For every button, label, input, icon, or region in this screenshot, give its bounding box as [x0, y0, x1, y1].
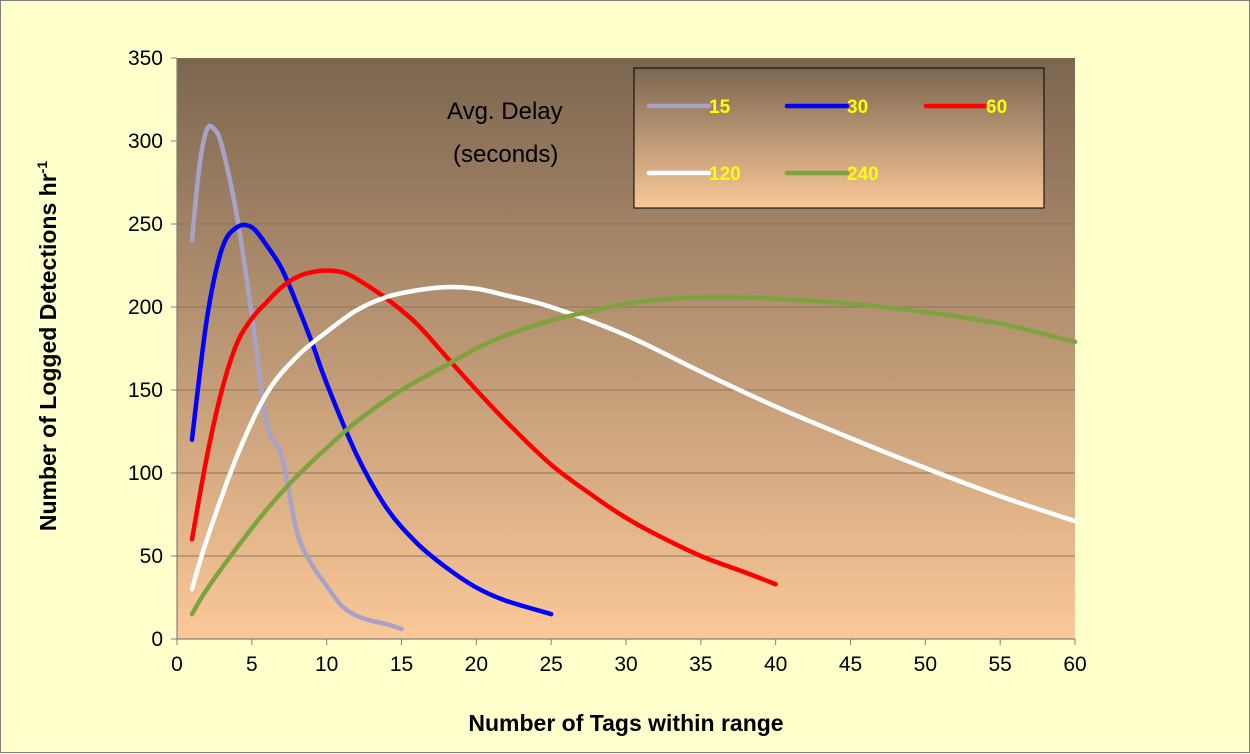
- legend: 15 30 60 120 240: [633, 67, 1045, 209]
- legend-label-60: 60: [986, 97, 1007, 118]
- x-tick-label: 15: [390, 653, 413, 676]
- legend-title-line2: (seconds): [453, 141, 558, 168]
- y-tick-label: 250: [128, 213, 163, 236]
- legend-label-30: 30: [847, 97, 868, 118]
- y-axis-title: Number of Logged Detections hr-1: [34, 161, 61, 531]
- x-tick-label: 40: [764, 653, 787, 676]
- x-tick-label: 50: [914, 653, 937, 676]
- legend-label-15: 15: [709, 97, 731, 118]
- y-tick-label: 100: [128, 462, 163, 485]
- x-axis-ticks: 0 5 10 15 20 25 30 35 40 45 50 55 60: [171, 639, 1087, 676]
- y-tick-label: 300: [128, 130, 163, 153]
- legend-title-line1: Avg. Delay: [447, 98, 563, 125]
- series-line-120: [189, 284, 1078, 592]
- x-tick-label: 35: [689, 653, 712, 676]
- legend-box: [633, 67, 1045, 209]
- series-line-60: [189, 268, 778, 587]
- series-line-15: [189, 123, 404, 632]
- x-tick-label: 55: [988, 653, 1011, 676]
- x-tick-label: 10: [315, 653, 338, 676]
- x-tick-label: 20: [465, 653, 488, 676]
- legend-label-240: 240: [847, 164, 879, 185]
- y-tick-label: 150: [128, 379, 163, 402]
- x-tick-label: 25: [539, 653, 562, 676]
- x-tick-label: 5: [246, 653, 258, 676]
- legend-label-120: 120: [709, 164, 741, 185]
- y-axis-ticks: 0 50 100 150 200 250 300 350: [128, 47, 177, 651]
- x-tick-label: 30: [614, 653, 637, 676]
- x-tick-label: 60: [1063, 653, 1086, 676]
- y-axis-title-main: Number of Logged Detections hr: [35, 173, 61, 531]
- legend-items: 15 30 60 120 240: [646, 97, 1007, 185]
- x-axis-title: Number of Tags within range: [468, 710, 783, 736]
- y-axis-title-superscript: -1: [34, 161, 50, 174]
- x-tick-label: 0: [171, 653, 183, 676]
- series-line-240: [189, 294, 1078, 617]
- series-line-30: [189, 222, 554, 617]
- series-lines: [189, 123, 1078, 632]
- y-tick-label: 50: [140, 545, 163, 568]
- y-tick-label: 200: [128, 296, 163, 319]
- x-tick-label: 45: [839, 653, 862, 676]
- y-tick-label: 350: [128, 47, 163, 70]
- y-tick-label: 0: [151, 628, 163, 651]
